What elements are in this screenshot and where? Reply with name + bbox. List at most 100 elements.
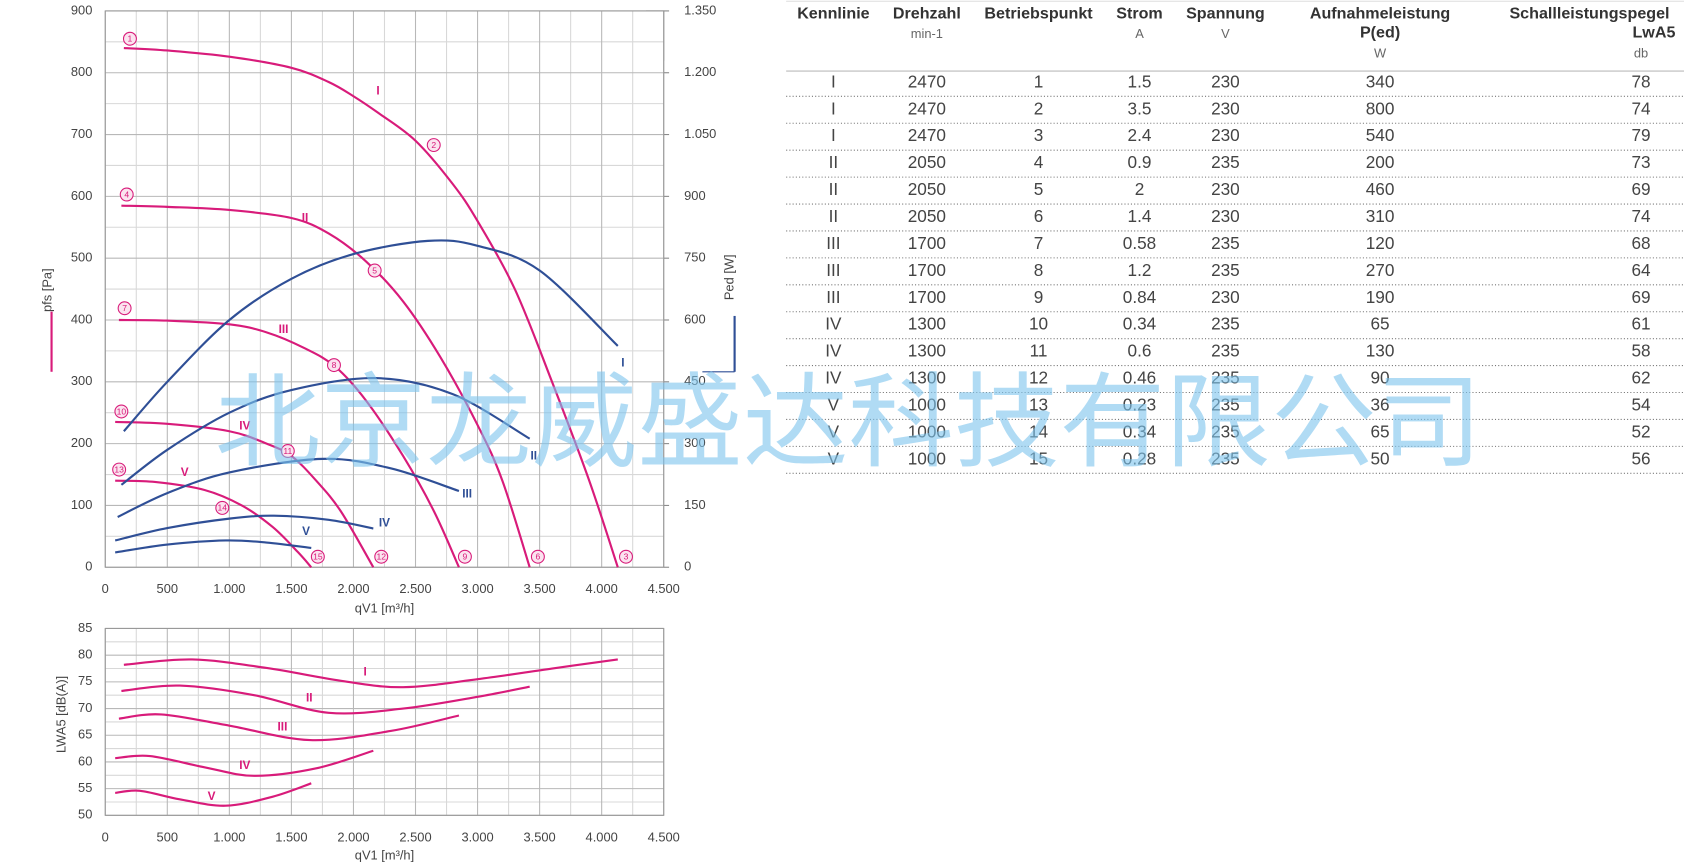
- operating-point-label: 5: [372, 265, 377, 275]
- table-cell: 11: [1030, 341, 1048, 361]
- table-cell: 200: [1366, 152, 1395, 172]
- table-cell: 2050: [908, 206, 946, 226]
- operating-point-label: 13: [114, 464, 124, 474]
- operating-point: [117, 301, 132, 316]
- column-header: Kennlinie: [797, 4, 869, 22]
- operating-point: [114, 404, 129, 419]
- curve-label: V: [208, 789, 216, 803]
- table-cell: 52: [1631, 421, 1650, 441]
- table-cell: 230: [1211, 179, 1240, 199]
- plot-frame: [104, 627, 665, 816]
- table-cell: 13: [1029, 395, 1048, 415]
- table-cell: IV: [825, 341, 842, 361]
- table-cell: 0.28: [1123, 448, 1156, 468]
- curve: [123, 239, 619, 432]
- table-cell: 65: [1371, 314, 1390, 334]
- table-cell: 73: [1631, 152, 1650, 172]
- y-axis-label: pfs [Pa]: [40, 268, 55, 312]
- table-cell: 1.5: [1128, 71, 1152, 91]
- table-cell: 1700: [908, 260, 946, 280]
- table-cell: 68: [1631, 233, 1650, 253]
- curve: [114, 514, 374, 542]
- table-cell: 69: [1631, 179, 1650, 199]
- y-tick-label: 75: [78, 673, 92, 688]
- table-cell: 2: [1034, 98, 1044, 118]
- y-tick-label: 100: [71, 497, 92, 512]
- table-cell: 230: [1211, 71, 1240, 91]
- y-tick-label: 85: [78, 620, 92, 635]
- x-tick-label: 500: [157, 829, 178, 844]
- table-cell: 130: [1366, 341, 1395, 361]
- table-cell: 235: [1211, 341, 1240, 361]
- operating-point: [367, 263, 382, 278]
- table-cell: I: [831, 98, 836, 118]
- table-cell: 1300: [908, 314, 946, 334]
- y2-tick-label: 0: [684, 559, 691, 574]
- y-axis-label: LWA5 [dB(A)]: [54, 676, 69, 753]
- y2-tick-label: 600: [684, 311, 705, 326]
- table-cell: 235: [1211, 260, 1240, 280]
- column-header: P(ed): [1360, 24, 1400, 42]
- table-cell: 0.6: [1128, 341, 1152, 361]
- curve: [115, 749, 374, 777]
- curve: [123, 658, 618, 689]
- table-cell: III: [826, 233, 840, 253]
- table-cell: 5: [1034, 179, 1044, 199]
- table-cell: 1300: [908, 368, 946, 388]
- curve-label: IV: [239, 758, 250, 772]
- table-cell: II: [829, 206, 839, 226]
- x-axis-label: qV1 [m³/h]: [355, 601, 414, 616]
- curve: [121, 684, 530, 715]
- table-cell: 64: [1631, 260, 1651, 280]
- column-header: LwA5: [1632, 24, 1675, 42]
- table-cell: 310: [1366, 206, 1395, 226]
- column-header: Schallleistungspegel: [1509, 4, 1669, 22]
- x-tick-label: 1.000: [213, 829, 245, 844]
- curve-label: II: [302, 210, 309, 224]
- operating-point-label: 1: [128, 34, 133, 44]
- y-tick-label: 55: [78, 780, 92, 795]
- column-unit: V: [1221, 26, 1230, 41]
- table-cell: 190: [1366, 287, 1395, 307]
- table-cell: 800: [1366, 98, 1395, 118]
- y2-tick-label: 750: [684, 250, 705, 265]
- operating-point-label: 10: [117, 406, 127, 416]
- y-tick-label: 65: [78, 727, 92, 742]
- table-cell: 7: [1034, 233, 1044, 253]
- operating-point-label: 8: [332, 360, 337, 370]
- x-tick-label: 1.000: [213, 581, 245, 596]
- x-tick-label: 4.500: [648, 829, 680, 844]
- table-cell: 56: [1631, 448, 1650, 468]
- table-cell: 2050: [908, 179, 946, 199]
- y-tick-label: 800: [71, 64, 92, 79]
- y-tick-label: 60: [78, 753, 92, 768]
- operating-point-label: 7: [122, 303, 127, 313]
- chart-1: 0 500 1.000 1.500 2.000 2.500 3.000 3.500 4.000 4…: [54, 620, 680, 863]
- table-cell: 0.23: [1123, 395, 1156, 415]
- column-unit: db: [1634, 45, 1648, 60]
- table-cell: 0.58: [1123, 233, 1156, 253]
- table-cell: 3.5: [1128, 98, 1152, 118]
- curve-label: II: [530, 449, 537, 463]
- operating-point-label: 4: [124, 189, 129, 199]
- table-cell: 0.46: [1123, 368, 1156, 388]
- table-cell: 61: [1631, 314, 1650, 334]
- table-cell: 1.4: [1128, 206, 1152, 226]
- table-cell: 270: [1366, 260, 1395, 280]
- table-cell: IV: [825, 314, 842, 334]
- table-cell: 50: [1371, 448, 1390, 468]
- column-unit: A: [1135, 26, 1144, 41]
- table-cell: 460: [1366, 179, 1395, 199]
- y2-tick-label: 300: [684, 435, 705, 450]
- x-tick-label: 3.500: [523, 829, 555, 844]
- column-header: Aufnahmeleistung: [1310, 4, 1450, 22]
- table-cell: V: [828, 395, 840, 415]
- table-cell: I: [831, 125, 836, 145]
- table-cell: II: [829, 179, 839, 199]
- table-cell: 74: [1631, 98, 1651, 118]
- table-cell: 540: [1366, 125, 1395, 145]
- table-cell: 78: [1631, 71, 1650, 91]
- x-tick-label: 4.000: [586, 829, 618, 844]
- curve: [115, 782, 312, 807]
- table-cell: 230: [1211, 287, 1240, 307]
